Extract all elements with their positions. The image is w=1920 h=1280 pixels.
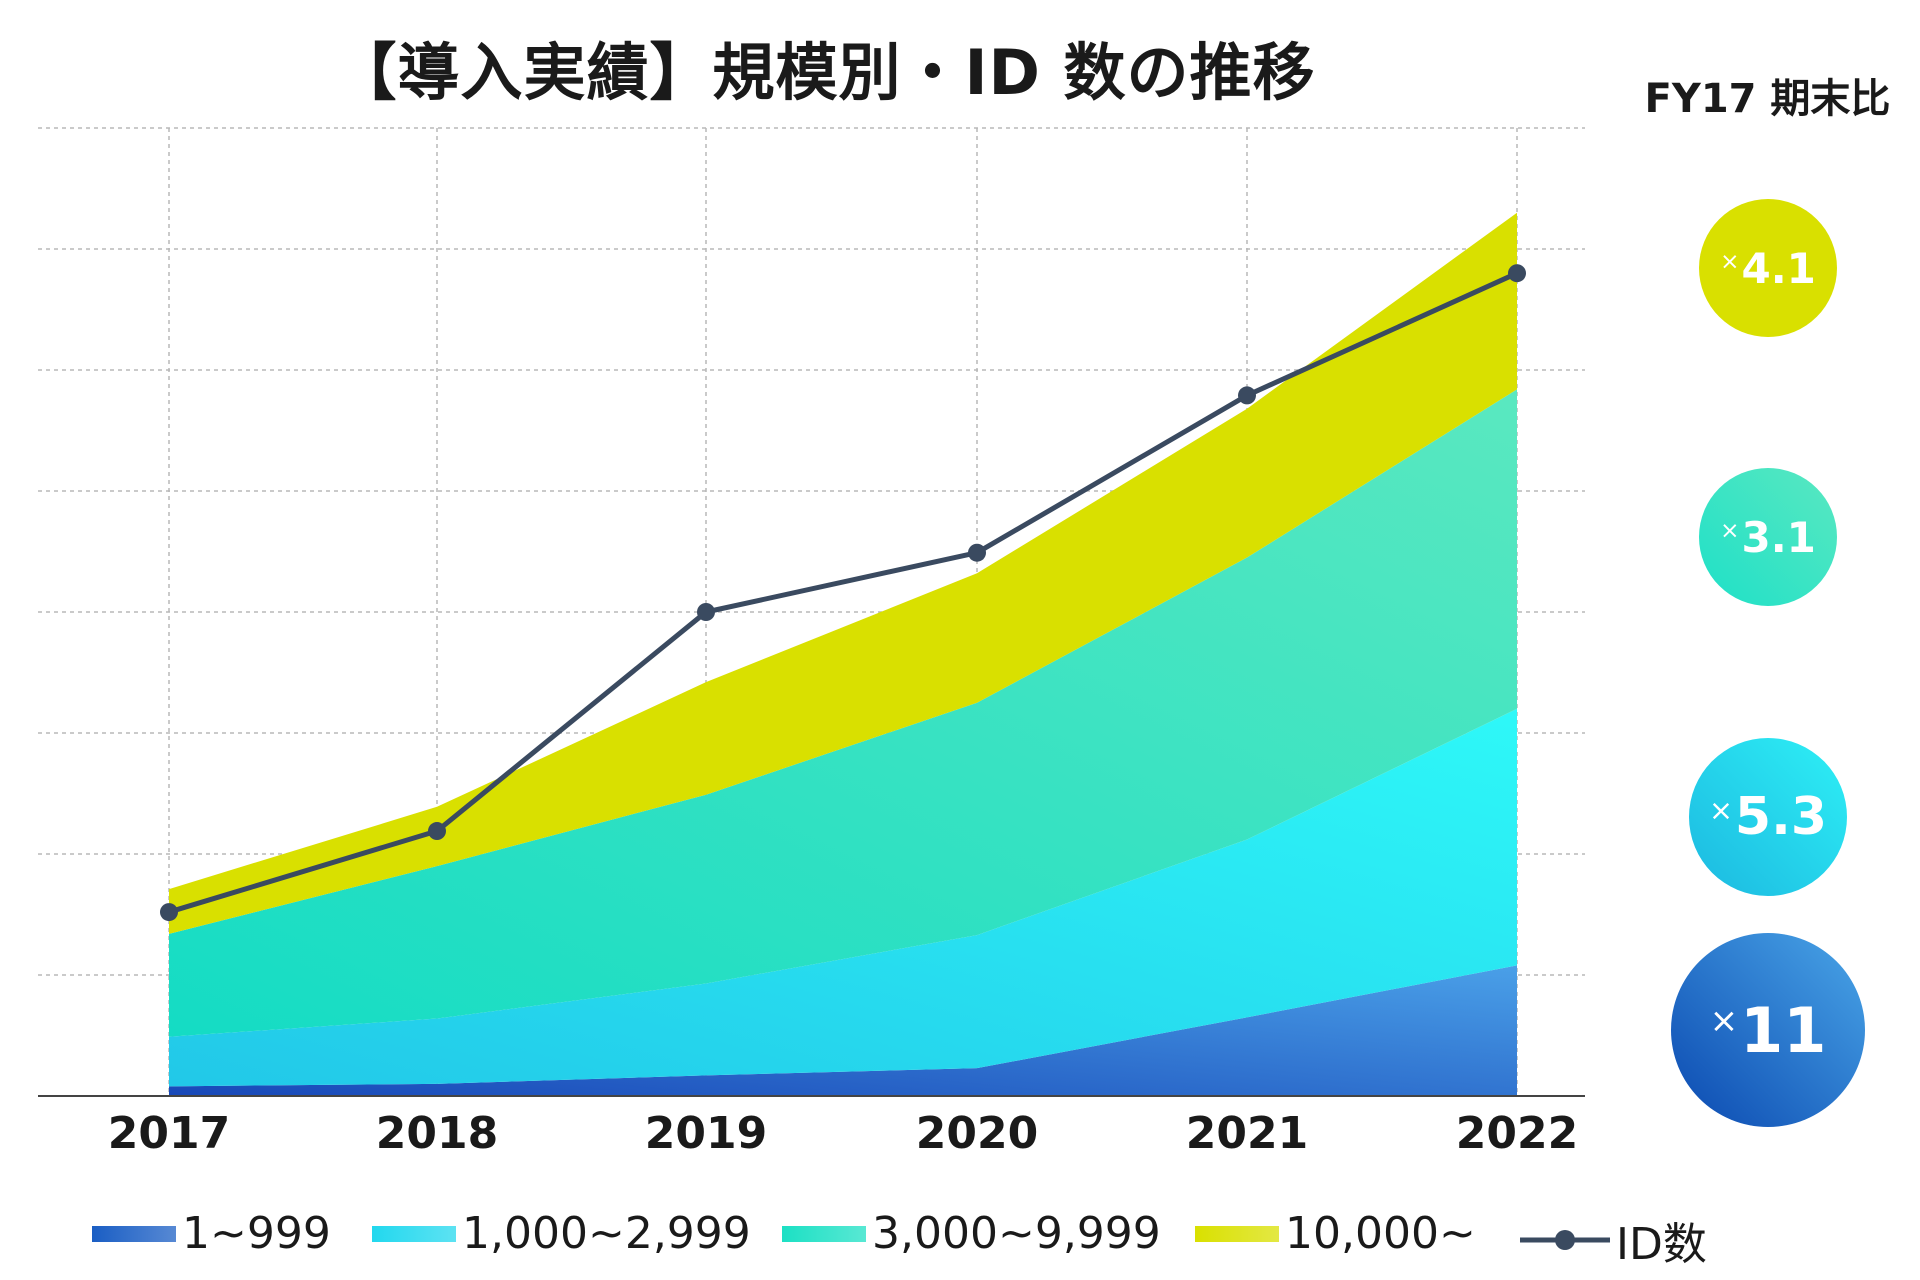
multiply-sign: ×: [1720, 518, 1740, 545]
area-series-10,000~: [169, 212, 1517, 934]
legend-label: ID数: [1616, 1219, 1707, 1270]
x-tick-label-2018: 2018: [376, 1108, 498, 1159]
id-count-point-2022: [1508, 264, 1526, 283]
ratio-badge-10,000~: × 4.1: [1699, 199, 1837, 337]
legend-swatch: [782, 1225, 866, 1242]
legend-line-marker: [1520, 1230, 1610, 1250]
area-series-1~999: [169, 965, 1517, 1096]
legend-item-3,000~9,999: 3,000~9,999: [782, 1208, 1161, 1259]
legend-item-1~999: 1~999: [92, 1208, 331, 1259]
x-tick-label-2021: 2021: [1186, 1108, 1308, 1159]
id-count-point-2020: [968, 543, 986, 562]
ratio-badge-1,000~2,999: × 5.3: [1689, 738, 1847, 896]
legend-label: 1,000~2,999: [462, 1208, 751, 1259]
ratio-header: FY17 期末比: [1644, 76, 1891, 122]
area-series-3,000~9,999: [169, 389, 1517, 1037]
legend-label: 3,000~9,999: [872, 1208, 1161, 1259]
ratio-value: 5.3: [1734, 787, 1828, 847]
id-count-line: [168, 270, 1519, 915]
ratio-value: 4.1: [1741, 243, 1816, 293]
multiply-sign: ×: [1709, 1001, 1739, 1042]
ratio-badge-1~999: × 11: [1671, 933, 1865, 1127]
legend-item-10,000~: 10,000~: [1195, 1208, 1476, 1259]
x-tick-label-2020: 2020: [916, 1108, 1038, 1159]
id-count-point-2017: [160, 903, 178, 922]
legend: 1~999 1,000~2,999 3,000~9,999 10,000~ ID数: [0, 1200, 1920, 1270]
multiply-sign: ×: [1720, 249, 1740, 276]
area-series-1,000~2,999: [169, 708, 1517, 1087]
x-tick-label-2022: 2022: [1456, 1108, 1578, 1159]
legend-label: 10,000~: [1285, 1208, 1476, 1259]
id-count-point-2021: [1238, 386, 1256, 405]
legend-item-ID数: ID数: [1520, 1208, 1707, 1272]
x-tick-label-2017: 2017: [108, 1108, 230, 1159]
ratio-value: 11: [1740, 993, 1827, 1067]
x-tick-label-2019: 2019: [645, 1108, 767, 1159]
id-count-point-2019: [697, 603, 715, 621]
id-count-point-2018: [428, 822, 446, 841]
ratio-value: 3.1: [1741, 512, 1816, 562]
legend-label: 1~999: [182, 1208, 331, 1259]
ratio-badge-3,000~9,999: × 3.1: [1699, 468, 1837, 606]
legend-swatch: [92, 1225, 176, 1242]
legend-swatch: [372, 1225, 456, 1242]
legend-swatch: [1195, 1225, 1279, 1242]
multiply-sign: ×: [1708, 792, 1733, 827]
chart-title: 【導入実績】規模別・ID 数の推移: [334, 36, 1316, 109]
legend-item-1,000~2,999: 1,000~2,999: [372, 1208, 751, 1259]
